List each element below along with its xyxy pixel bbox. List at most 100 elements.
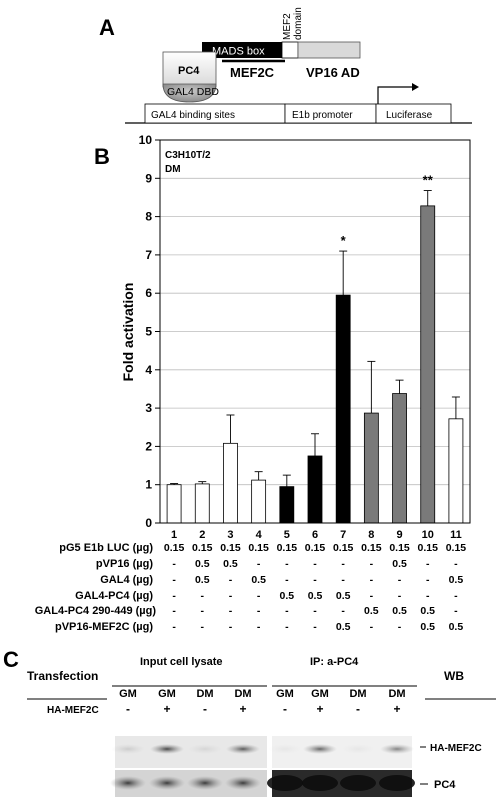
mef2c-label: MEF2C [230, 65, 275, 80]
table-cell: - [172, 605, 176, 617]
ha-mef2c-row-label: HA-MEF2C [47, 705, 99, 716]
table-cell: - [172, 590, 176, 602]
chart-bars: 1 2 3 4 5 6 * 7 8 9 ** 10 11 [166, 173, 464, 541]
table-cell: - [257, 590, 261, 602]
table-cell: - [201, 621, 205, 633]
y-tick-label: 10 [139, 133, 153, 147]
x-tick-label: 6 [312, 529, 318, 541]
ha-band [380, 744, 414, 754]
lane-ha-sign: - [356, 702, 360, 716]
table-cell: - [285, 558, 289, 570]
x-tick-label: 11 [450, 529, 462, 541]
table-row-label: pVP16 (µg) [96, 558, 153, 570]
table-cell: 0.5 [392, 558, 407, 570]
y-axis-label: Fold activation [120, 283, 136, 382]
table-cell: 0.5 [280, 590, 295, 602]
table-cell: - [426, 574, 430, 586]
table-cell: 0.15 [305, 542, 326, 554]
lane-condition: GM [119, 688, 137, 700]
pc4-shape [162, 51, 217, 88]
table-cell: 0.15 [220, 542, 241, 554]
x-tick-label: 2 [199, 529, 205, 541]
y-tick-label: 0 [145, 516, 152, 530]
y-tick-label: 6 [145, 286, 152, 300]
bar [279, 486, 295, 524]
lane-ha-sign: + [316, 702, 323, 716]
pc4-band [187, 776, 223, 790]
lane-condition: GM [311, 688, 329, 700]
panel-b-letter: B [94, 144, 110, 169]
table-cell: 0.15 [389, 542, 410, 554]
panel-a-letter: A [99, 15, 115, 40]
y-tick-label: 3 [145, 401, 152, 415]
table-cell: 0.15 [192, 542, 213, 554]
pc4-label: PC4 [178, 65, 200, 77]
table-cell: - [257, 621, 261, 633]
bar [448, 418, 464, 524]
table-cell: - [172, 621, 176, 633]
ha-band [226, 744, 260, 754]
lane-ha-sign: + [163, 702, 170, 716]
table-cell: - [285, 574, 289, 586]
lane-ha-sign: - [283, 702, 287, 716]
table-row-label: GAL4-PC4 290-449 (µg) [35, 605, 157, 617]
table-cell: - [370, 621, 374, 633]
table-cell: - [398, 590, 402, 602]
lane-condition: GM [158, 688, 176, 700]
table-cell: - [313, 605, 317, 617]
pc4-ip-band [302, 775, 338, 791]
table-cell: 0.15 [333, 542, 354, 554]
y-tick-label: 8 [145, 210, 152, 224]
table-cell: 0.5 [223, 558, 238, 570]
lane-ha-sign: + [393, 702, 400, 716]
table-cell: 0.15 [361, 542, 382, 554]
bar [420, 205, 436, 524]
band-pc4-label: PC4 [434, 779, 456, 791]
table-cell: - [313, 621, 317, 633]
pc4-ip-band [267, 775, 303, 791]
y-tick-label: 1 [145, 478, 152, 492]
cell-line-label: C3H10T/2 [165, 150, 211, 161]
lane-ha-sign: - [126, 702, 130, 716]
arrowhead-icon [412, 83, 419, 91]
transcription-arrow [377, 86, 412, 104]
table-cell: - [454, 605, 458, 617]
table-cell: - [313, 574, 317, 586]
table-cell: 0.5 [336, 590, 351, 602]
table-cell: - [370, 558, 374, 570]
panel-c-letter: C [3, 647, 19, 672]
table-cell: 0.15 [446, 542, 467, 554]
gal4-sites-label: GAL4 binding sites [151, 110, 235, 121]
table-cell: - [257, 605, 261, 617]
y-tick-label: 7 [145, 248, 152, 262]
table-cell: - [454, 590, 458, 602]
mads-box-label: MADS box [212, 46, 265, 58]
table-cell: 0.5 [195, 574, 210, 586]
ip-title: IP: a-PC4 [310, 656, 359, 668]
table-cell: 0.5 [420, 621, 435, 633]
lane-condition: DM [234, 688, 251, 700]
pc4-band [110, 776, 146, 790]
ha-band [111, 744, 145, 754]
table-cell: - [341, 605, 345, 617]
table-cell: - [398, 621, 402, 633]
bar [251, 479, 267, 524]
table-cell: 0.15 [248, 542, 269, 554]
table-cell: 0.15 [277, 542, 298, 554]
table-cell: - [341, 574, 345, 586]
x-tick-label: 3 [227, 529, 233, 541]
condition-label: DM [165, 164, 181, 175]
transfection-table: pG5 E1b LUC (µg) 0.15 0.15 0.15 0.15 0.15 0.15… [35, 542, 467, 633]
table-row-label: GAL4-PC4 (µg) [75, 590, 153, 602]
table-cell: - [229, 605, 233, 617]
bar [166, 484, 182, 524]
table-cell: - [201, 590, 205, 602]
bar [307, 455, 323, 524]
table-cell: - [426, 558, 430, 570]
table-cell: 0.15 [418, 542, 439, 554]
table-cell: - [313, 558, 317, 570]
table-cell: 0.5 [392, 605, 407, 617]
table-cell: - [257, 558, 261, 570]
significance-mark: * [341, 233, 347, 248]
x-tick-label: 10 [422, 529, 434, 541]
